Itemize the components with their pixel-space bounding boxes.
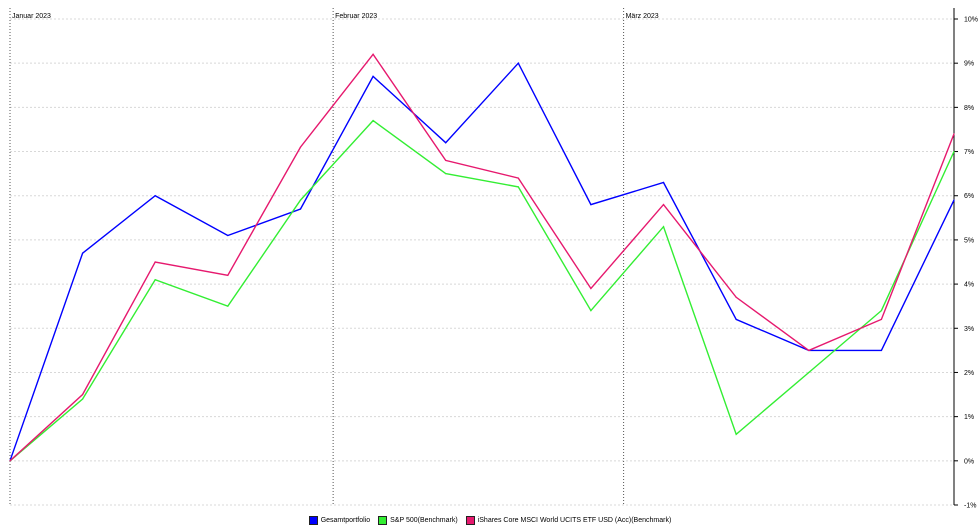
y-tick-label: 3% xyxy=(964,326,974,333)
legend: Gesamtportfolio S&P 500(Benchmark) iShares… xyxy=(0,513,980,527)
legend-swatch xyxy=(308,515,318,525)
data-point xyxy=(808,371,810,374)
legend-label: S&P 500(Benchmark) xyxy=(390,516,458,524)
series-line-0 xyxy=(9,61,955,462)
month-label: Januar 2023 xyxy=(12,13,51,20)
data-point xyxy=(154,261,156,263)
data-point xyxy=(590,287,592,290)
series-line-2 xyxy=(9,53,955,462)
data-point xyxy=(154,195,156,197)
y-tick-label: 0% xyxy=(964,458,974,465)
data-point xyxy=(372,75,374,78)
series-lines xyxy=(9,53,955,462)
data-point xyxy=(662,181,665,184)
y-axis: 10% 9% 8% 7% 6% 5% 4% 3% 2% 1% 0% -1% xyxy=(953,8,978,510)
data-point xyxy=(227,274,229,276)
data-point xyxy=(299,208,302,210)
y-tick-label: 5% xyxy=(964,237,974,244)
y-tick-label: 8% xyxy=(964,105,974,112)
chart: Januar 2023 Februar 2023 März 2023 10% 9% 8%… xyxy=(9,8,978,510)
data-point xyxy=(227,305,229,307)
data-point xyxy=(880,318,882,321)
legend-swatch xyxy=(378,515,388,525)
legend-item: Gesamtportfolio xyxy=(308,515,371,525)
data-point xyxy=(880,349,882,351)
legend-label: Gesamtportfolio xyxy=(320,516,371,524)
y-tick-label: 1% xyxy=(964,414,974,421)
data-point xyxy=(227,234,229,237)
data-point xyxy=(517,62,519,64)
data-point xyxy=(82,252,84,254)
gridlines xyxy=(10,18,954,506)
data-point xyxy=(445,173,447,175)
data-point xyxy=(372,53,374,55)
data-point xyxy=(82,393,84,396)
data-point xyxy=(735,433,737,435)
data-point xyxy=(154,279,156,281)
data-point xyxy=(735,318,737,321)
data-point xyxy=(953,133,955,135)
data-point xyxy=(82,398,84,400)
data-point xyxy=(517,186,519,188)
data-point xyxy=(9,460,11,462)
data-point xyxy=(299,199,302,201)
y-tick-label: 2% xyxy=(964,370,974,377)
data-point xyxy=(808,349,810,351)
data-point xyxy=(662,203,665,206)
legend-item: S&P 500(Benchmark) xyxy=(378,515,458,525)
data-point xyxy=(953,199,955,201)
y-tick-label: -1% xyxy=(964,503,976,510)
data-point xyxy=(517,177,519,179)
data-point xyxy=(953,150,955,153)
y-tick-label: 9% xyxy=(964,61,974,68)
y-tick-label: 4% xyxy=(964,282,974,289)
series-line-1 xyxy=(9,119,955,462)
data-point xyxy=(880,310,882,312)
data-point xyxy=(662,226,665,228)
data-point xyxy=(445,142,447,144)
y-tick-label: 7% xyxy=(964,149,974,156)
data-point xyxy=(372,120,374,122)
month-label: März 2023 xyxy=(626,13,659,20)
data-point xyxy=(445,159,447,161)
month-markers: Januar 2023 Februar 2023 März 2023 xyxy=(9,8,659,505)
legend-label: iShares Core MSCI World UCITS ETF USD (A… xyxy=(477,516,672,524)
legend-item: iShares Core MSCI World UCITS ETF USD (A… xyxy=(465,515,672,525)
y-tick-label: 10% xyxy=(964,17,978,24)
data-point xyxy=(590,203,592,206)
data-point xyxy=(590,310,592,312)
legend-swatch xyxy=(465,515,475,525)
data-point xyxy=(735,296,737,298)
month-label: Februar 2023 xyxy=(335,13,377,20)
y-tick-label: 6% xyxy=(964,193,974,200)
data-point xyxy=(299,146,302,148)
